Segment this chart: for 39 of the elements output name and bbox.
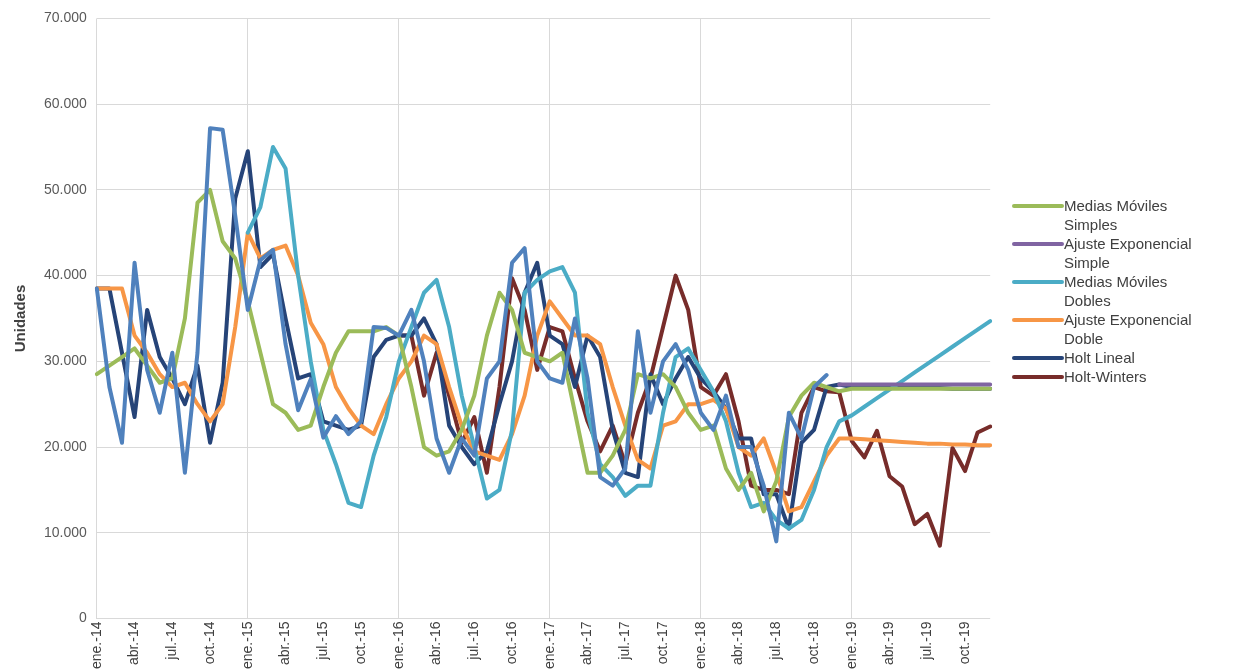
x-tick-label: oct.-19 <box>955 621 972 665</box>
x-tick-label: ene.-19 <box>842 621 859 669</box>
x-tick-label: abr.-19 <box>880 621 897 666</box>
x-tick-label: ene.-17 <box>540 621 557 669</box>
x-tick-label: abr.-16 <box>427 621 444 666</box>
y-axis-title: Unidades <box>11 284 29 353</box>
x-tick-label: oct.-18 <box>804 621 821 665</box>
x-tick-label: jul.-15 <box>314 621 331 661</box>
legend-label: Ajuste Exponencial Doble <box>1064 310 1193 348</box>
y-tick-label: 40.000 <box>43 266 88 283</box>
legend-label: Ajuste Exponencial Simple <box>1064 234 1193 272</box>
x-tick-label: oct.-16 <box>502 621 519 665</box>
x-tick-label: ene.-14 <box>87 621 104 669</box>
x-tick-label: oct.-17 <box>653 621 670 665</box>
legend-label: Medias Móviles Dobles <box>1064 272 1169 310</box>
y-tick-label: 20.000 <box>43 437 88 454</box>
x-tick-label: abr.-17 <box>578 621 595 666</box>
x-tick-label: oct.-15 <box>351 621 368 665</box>
legend-label: Medias Móviles Simples <box>1064 196 1169 234</box>
x-tick-label: jul.-18 <box>767 621 784 661</box>
x-tick-label: jul.-17 <box>616 621 633 661</box>
x-tick-label: jul.-19 <box>918 621 935 661</box>
y-tick-label: 50.000 <box>43 180 88 197</box>
y-tick-label: 0 <box>79 609 88 626</box>
legend-label: Holt Lineal <box>1064 348 1136 367</box>
x-tick-label: ene.-16 <box>389 621 406 669</box>
legend-label: Holt-Winters <box>1064 367 1148 386</box>
x-tick-label: abr.-15 <box>276 621 293 666</box>
y-tick-label: 10.000 <box>43 523 88 540</box>
x-tick-label: jul.-14 <box>163 621 180 661</box>
x-tick-label: jul.-16 <box>465 621 482 661</box>
y-tick-label: 70.000 <box>43 9 88 26</box>
y-tick-label: 60.000 <box>43 94 88 111</box>
y-tick-label: 30.000 <box>43 352 88 369</box>
x-tick-label: ene.-18 <box>691 621 708 669</box>
x-tick-label: oct.-14 <box>200 621 217 665</box>
x-tick-label: abr.-14 <box>125 621 142 666</box>
x-tick-label: abr.-18 <box>729 621 746 666</box>
x-tick-label: ene.-15 <box>238 621 255 669</box>
